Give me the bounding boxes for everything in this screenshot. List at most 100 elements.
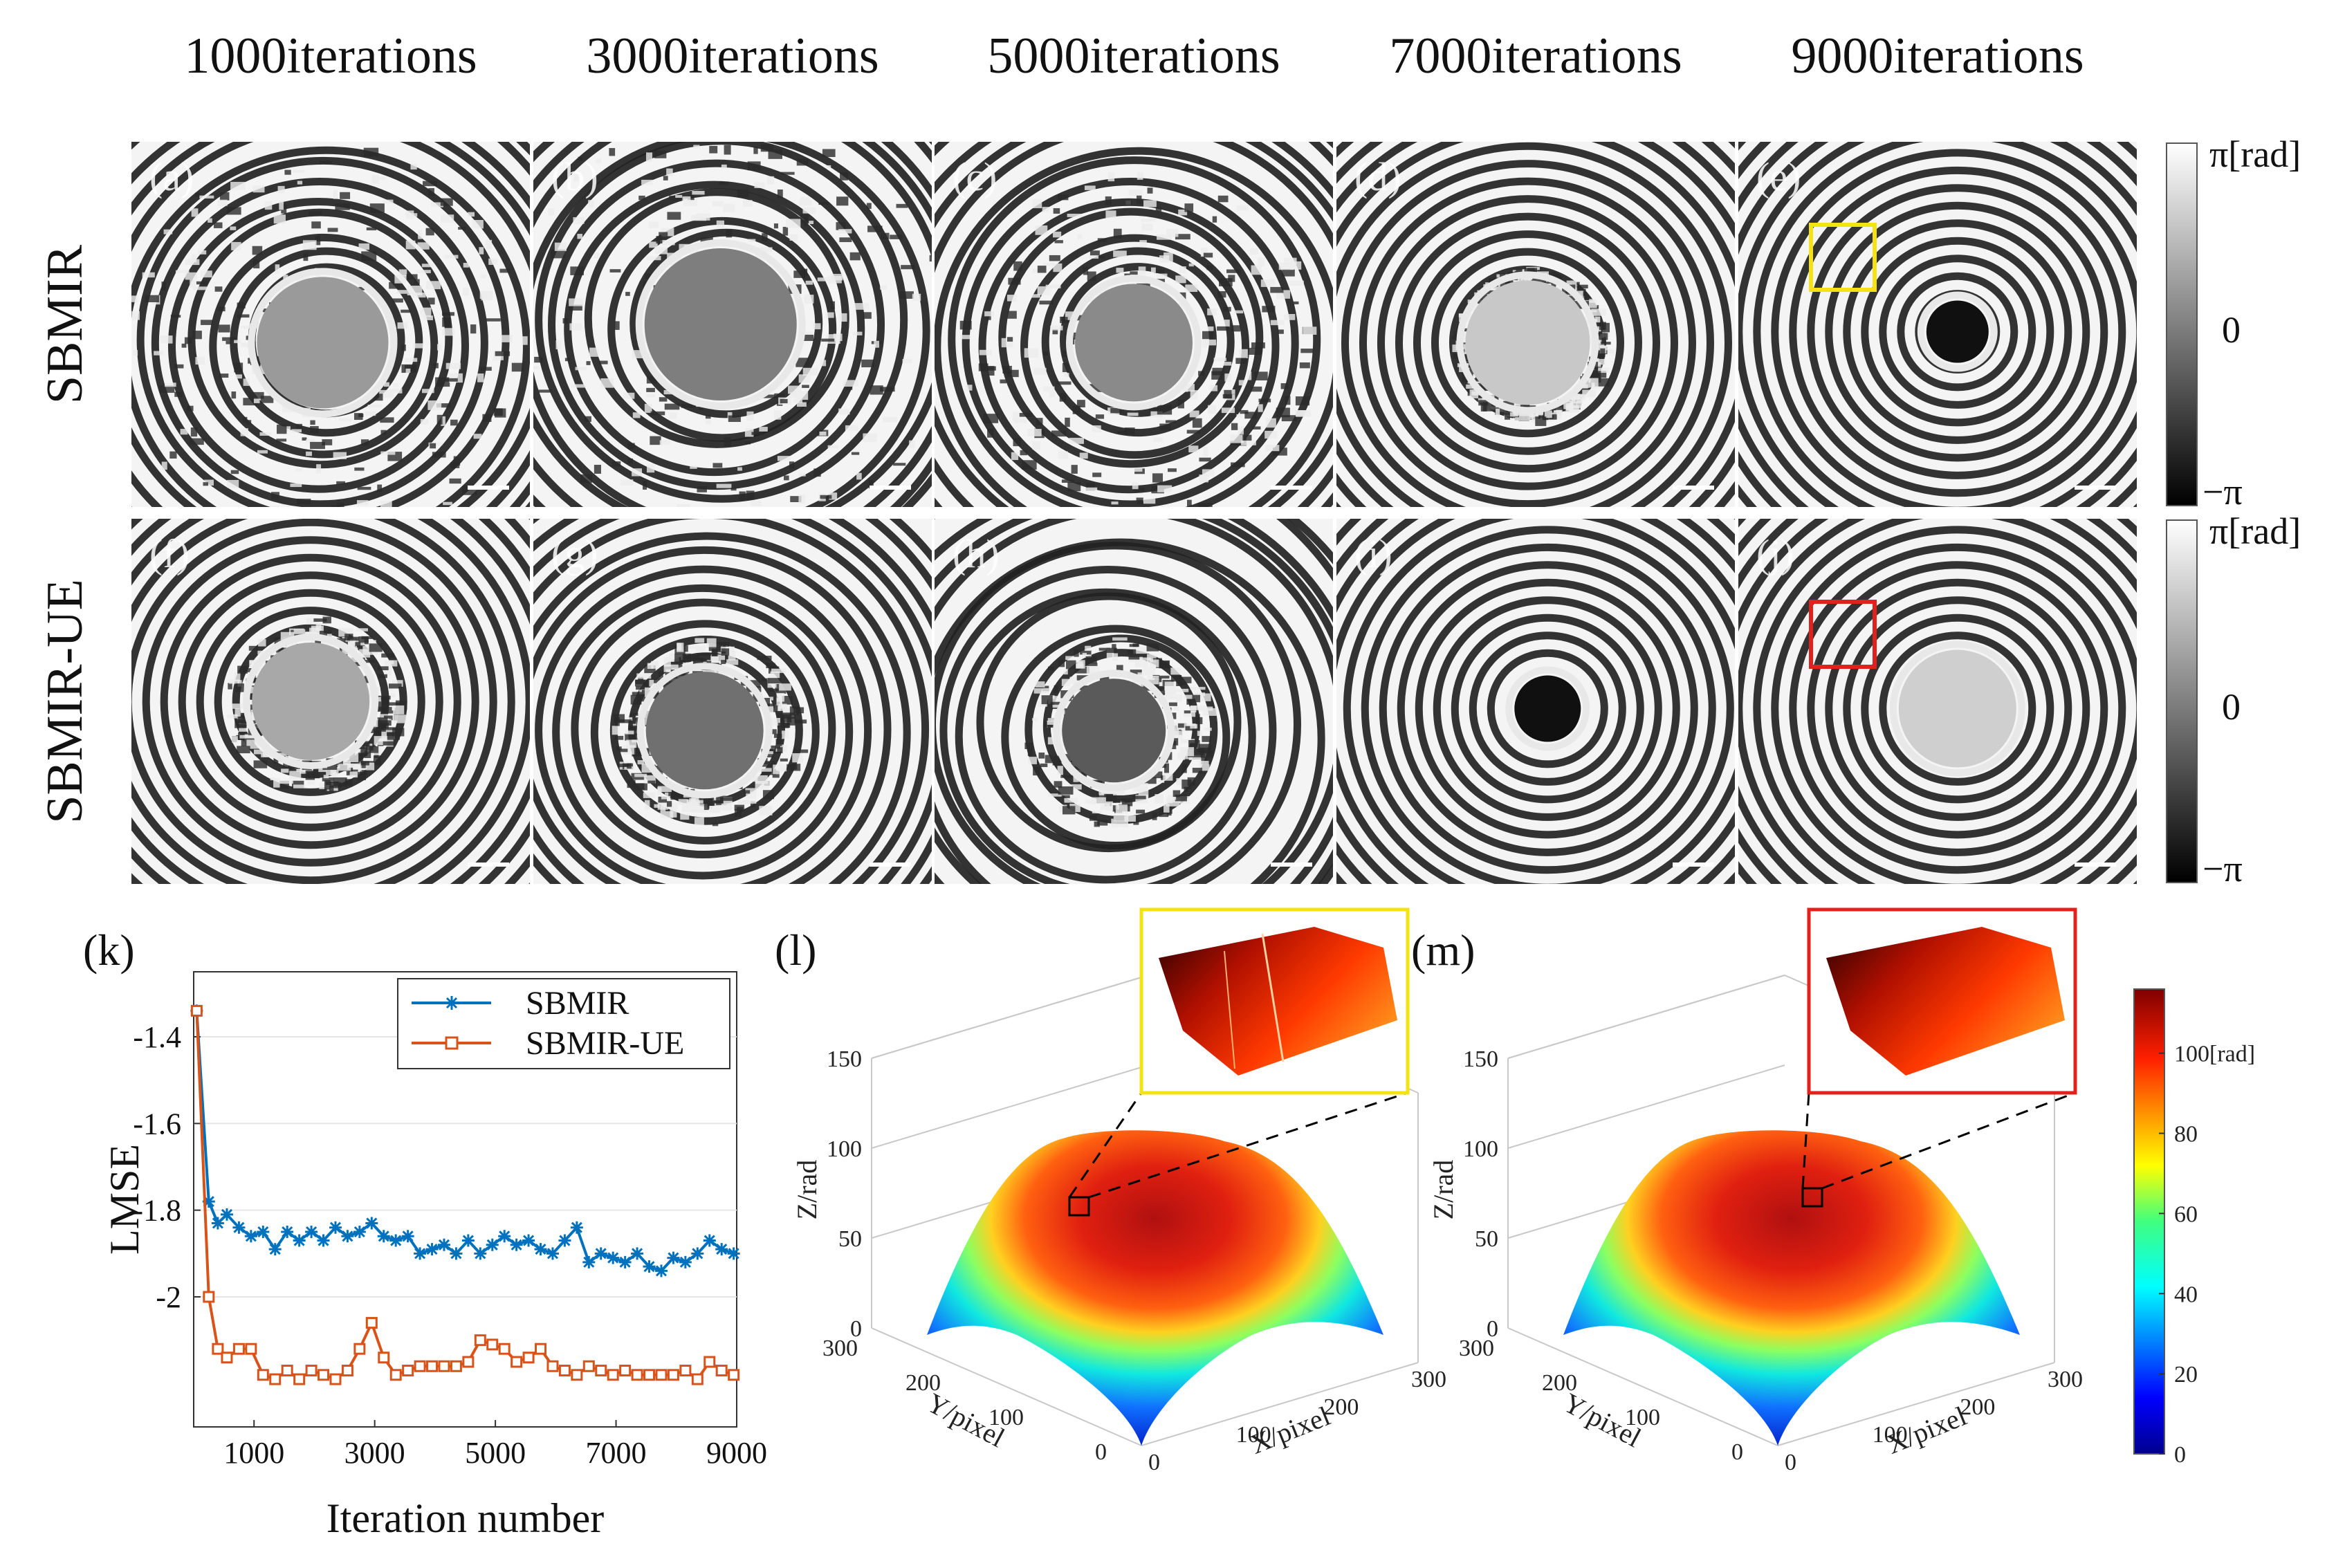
noise-patch: [822, 149, 836, 157]
fringe-ring: [1738, 519, 2137, 884]
noise-patch: [1139, 240, 1147, 248]
phase-colorbars: π[rad]0−ππ[rad]0−π: [2166, 133, 2301, 889]
noise-patch: [1084, 185, 1096, 190]
noise-patch: [231, 241, 241, 250]
noise-patch: [658, 671, 663, 681]
noise-patch: [1106, 647, 1117, 653]
noise-patch: [315, 236, 321, 246]
fringe-rings: [1738, 519, 2137, 884]
y-tick-label: 100: [1625, 1405, 1660, 1430]
noise-patch: [644, 665, 656, 674]
noise-patch: [1082, 652, 1087, 658]
noise-patch: [774, 393, 785, 398]
noise-patch: [654, 804, 660, 808]
phase-panel: (e): [1738, 142, 2137, 507]
noise-patch: [776, 692, 784, 702]
noise-patch: [813, 323, 821, 330]
noise-patch: [1499, 273, 1506, 278]
noise-patch: [442, 317, 451, 327]
noise-patch: [632, 468, 643, 477]
noise-patch: [866, 203, 872, 209]
noise-patch: [836, 196, 849, 206]
surface: [1563, 1130, 2020, 1446]
gridline: [871, 1064, 1149, 1149]
noise-patch: [313, 618, 327, 622]
noise-patch: [1112, 788, 1125, 795]
noise-patch: [1159, 423, 1171, 431]
noise-patch: [421, 264, 435, 268]
fringe-ring: [131, 519, 497, 884]
noise-patch: [748, 239, 756, 243]
noise-patch: [190, 438, 204, 445]
noise-patch: [755, 254, 763, 261]
fringe-ring: [1431, 248, 1624, 438]
noise-patch: [425, 228, 434, 236]
noise-patch: [1062, 806, 1076, 815]
noise-patch: [838, 229, 852, 234]
noise-patch: [235, 683, 244, 692]
noise-patch: [688, 646, 698, 649]
noise-patch: [987, 428, 994, 438]
noise-patch: [318, 510, 327, 517]
fringe-ring: [1843, 219, 2072, 444]
noise-patch: [279, 780, 293, 784]
noise-patch: [306, 618, 318, 625]
y-tick-label: 200: [1542, 1370, 1577, 1396]
noise-patch: [1157, 405, 1172, 415]
noise-patch: [427, 400, 442, 410]
noise-patch: [1125, 200, 1132, 205]
noise-patch: [1295, 409, 1309, 416]
gridline: [1507, 975, 1785, 1059]
noise-patch: [1576, 400, 1582, 409]
noise-patch: [1060, 317, 1068, 322]
fringe-ring: [1861, 237, 2054, 427]
noise-patch: [369, 746, 379, 753]
noise-patch: [660, 240, 675, 246]
x-tick-label: 0: [1785, 1450, 1796, 1475]
noise-patch: [1199, 761, 1209, 765]
noise-patch: [1043, 351, 1048, 356]
noise-patch: [746, 490, 755, 500]
noise-patch: [663, 176, 668, 181]
noise-patch: [1209, 385, 1218, 391]
noise-patch: [316, 464, 322, 474]
noise-patch: [1168, 702, 1177, 706]
noise-patch: [323, 775, 329, 779]
noise-patch: [678, 799, 688, 805]
data-point: [450, 1360, 462, 1372]
noise-patch: [384, 667, 392, 676]
noise-patch: [1157, 234, 1172, 240]
noise-patch: [1100, 802, 1110, 811]
noise-patch: [1112, 653, 1119, 661]
noise-patch: [683, 198, 697, 207]
noise-patch: [1183, 385, 1188, 392]
noise-patch: [1062, 362, 1069, 373]
panel-letter: (i): [1354, 531, 1392, 576]
noise-patch: [1184, 694, 1197, 699]
zoom-connector: [1821, 1091, 2076, 1190]
noise-patch: [766, 663, 775, 669]
noise-patch: [369, 643, 383, 652]
noise-patch: [237, 314, 250, 318]
noise-patch: [983, 414, 999, 423]
noise-patch: [1459, 365, 1464, 373]
noise-patch: [813, 468, 821, 477]
data-point: [618, 1255, 632, 1269]
noise-patch: [1153, 437, 1163, 443]
noise-patch: [1189, 705, 1197, 712]
noise-patch: [1217, 290, 1226, 298]
noise-patch: [796, 158, 809, 166]
noise-patch: [792, 753, 803, 763]
noise-patch: [195, 357, 205, 365]
noise-patch: [217, 199, 228, 206]
lmse-chart: (k) 1000 3000 5000 7000 9000 -1.4 -1.6 -1.8 -2 Ite…: [83, 925, 767, 1541]
noise-patch: [1056, 381, 1072, 385]
panel-letter: (a): [149, 154, 194, 199]
y-tick-label: -1.8: [133, 1194, 181, 1228]
noise-patch: [1045, 284, 1061, 288]
noise-patch: [664, 792, 671, 797]
fringe-ring: [1879, 255, 2036, 409]
data-point: [462, 1356, 475, 1368]
noise-patch: [646, 152, 653, 163]
